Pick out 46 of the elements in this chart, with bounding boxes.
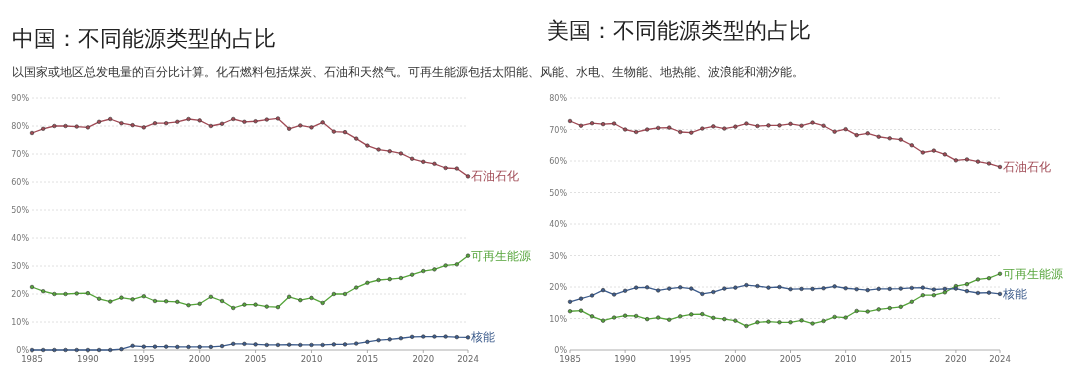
chart-subtitle: 以国家或地区总发电量的百分比计算。化石燃料包括煤炭、石油和天然气。可再生能源包括太阳能、风能、水电、生物能、地热能、波浪能和潮汐能。 [12, 65, 804, 79]
series-label: 可再生能源 [1003, 266, 1063, 281]
x-tick-label: 2015 [889, 354, 912, 364]
x-tick-label: 1995 [669, 354, 692, 364]
series-label: 核能 [1002, 286, 1027, 301]
y-tick-label: 50% [549, 188, 568, 198]
x-tick-label: 1990 [77, 354, 99, 364]
x-tick-label: 2020 [945, 354, 967, 364]
x-tick-label: 2015 [356, 354, 379, 364]
y-tick-label: 30% [11, 262, 30, 271]
y-tick-label: 60% [549, 157, 568, 166]
series-label: 可再生能源 [471, 248, 531, 263]
y-tick-label: 40% [549, 220, 568, 229]
x-tick-label: 2024 [457, 354, 479, 364]
x-tick-label: 1985 [21, 354, 43, 364]
y-tick-label: 70% [549, 125, 568, 135]
x-tick-label: 2024 [989, 354, 1011, 364]
y-tick-label: 30% [549, 251, 568, 261]
y-tick-label: 40% [11, 234, 30, 243]
x-tick-label: 2010 [834, 354, 857, 364]
y-tick-label: 0% [16, 346, 30, 355]
y-tick-label: 80% [549, 94, 568, 103]
x-tick-label: 1985 [559, 354, 581, 364]
y-tick-label: 10% [11, 318, 30, 327]
x-tick-label: 2005 [779, 354, 802, 364]
y-tick-label: 70% [11, 150, 30, 159]
y-tick-label: 10% [549, 314, 568, 324]
y-tick-label: 90% [11, 94, 30, 103]
y-tick-label: 20% [11, 290, 30, 299]
chart-title: 美国：不同能源类型的占比 [547, 18, 811, 43]
x-tick-label: 2005 [244, 354, 267, 364]
y-tick-label: 50% [11, 206, 30, 215]
x-tick-label: 1990 [614, 354, 636, 364]
chart-title: 中国：不同能源类型的占比 [12, 26, 276, 51]
x-tick-label: 2000 [724, 354, 747, 364]
y-tick-label: 60% [11, 178, 30, 187]
x-tick-label: 2000 [188, 354, 211, 364]
x-tick-label: 1995 [132, 354, 155, 364]
y-tick-label: 0% [554, 346, 568, 355]
x-tick-label: 2020 [412, 354, 435, 364]
series-label: 石油石化 [471, 169, 519, 184]
x-tick-label: 2010 [300, 354, 323, 364]
series-label: 核能 [470, 330, 495, 345]
series-label: 石油石化 [1003, 159, 1051, 174]
y-tick-label: 20% [549, 283, 568, 292]
y-tick-label: 80% [11, 122, 30, 131]
